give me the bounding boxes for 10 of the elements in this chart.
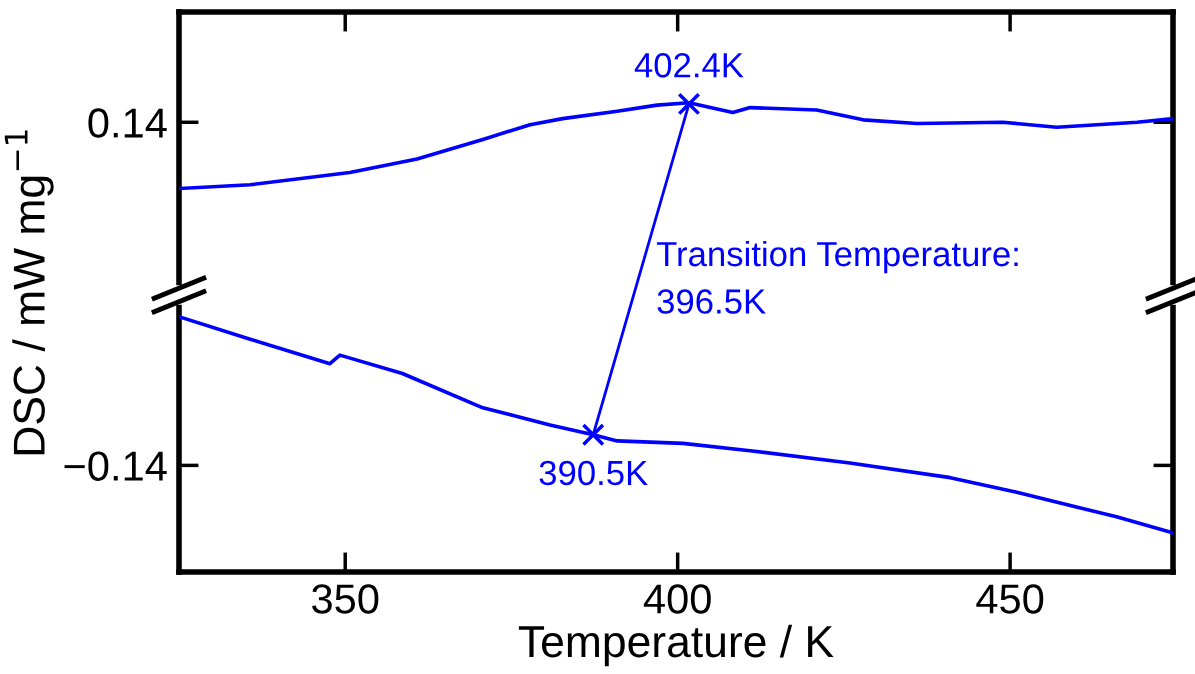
- annotation: Transition Temperature: 396.5K: [656, 240, 1018, 314]
- x-tick-label: 400: [643, 584, 711, 614]
- x-tick-label: 350: [312, 584, 379, 614]
- x-axis-title: Temperature / K: [518, 624, 834, 667]
- y-tick-label: −0.14: [64, 451, 167, 481]
- annotation: 402.4K: [634, 53, 744, 78]
- x-tick-label: 450: [976, 584, 1044, 614]
- y-axis-title: DSC / mW mg$^{−1}$: [4, 130, 54, 455]
- annotation: 390.5K: [539, 460, 648, 486]
- y-tick-label: 0.14: [88, 108, 167, 138]
